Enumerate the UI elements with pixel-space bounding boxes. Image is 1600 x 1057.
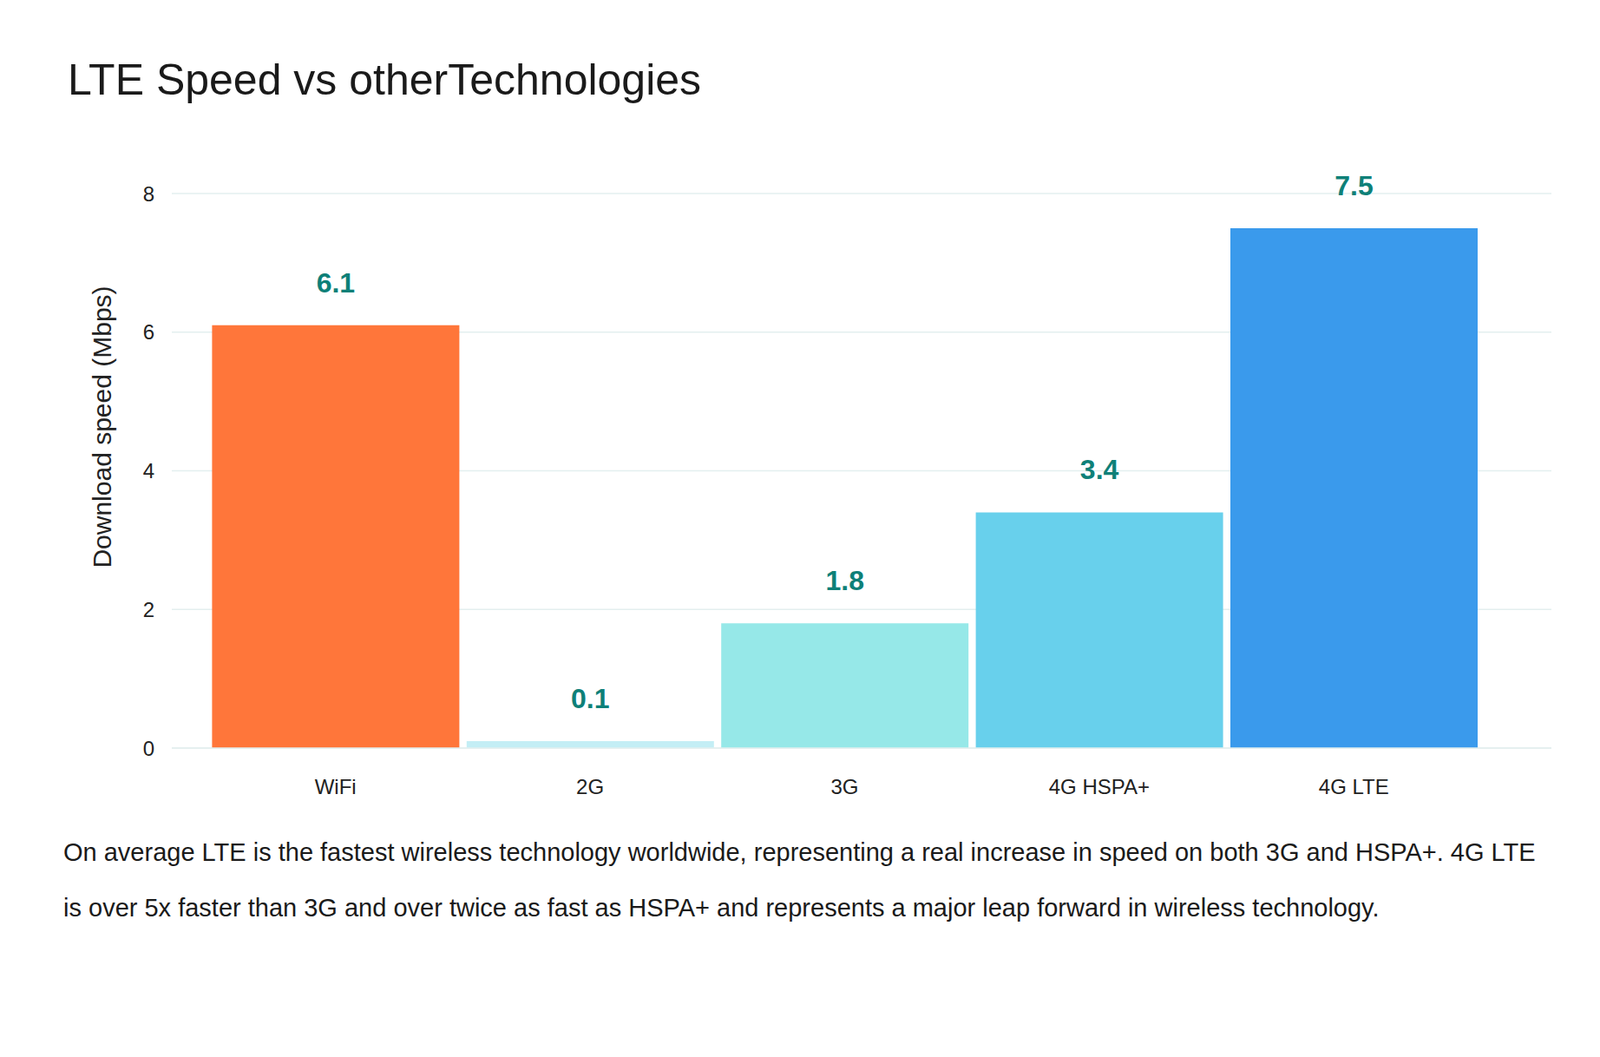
svg-text:0: 0: [143, 736, 155, 761]
svg-text:6: 6: [143, 320, 155, 344]
svg-text:4: 4: [143, 459, 155, 483]
svg-text:3G: 3G: [830, 774, 859, 799]
svg-text:4G LTE: 4G LTE: [1318, 774, 1390, 799]
html-text:On average LTE is the fastest: On average LTE is the fastest wireless t…: [63, 838, 1536, 922]
svg-text:6.1: 6.1: [316, 267, 355, 299]
svg-text:WiFi: WiFi: [314, 774, 357, 799]
html-text:LTE Speed vs otherTechnologies: LTE Speed vs otherTechnologies: [67, 55, 702, 105]
svg-text:2: 2: [143, 597, 155, 622]
svg-text:4G HSPA+: 4G HSPA+: [1049, 774, 1150, 799]
svg-text:7.5: 7.5: [1334, 170, 1373, 202]
html-text:Download speed (Mbps): Download speed (Mbps): [87, 285, 117, 568]
svg-text:0.1: 0.1: [570, 682, 610, 715]
svg-text:8: 8: [143, 182, 155, 206]
svg-text:2G: 2G: [576, 774, 604, 799]
svg-text:3.4: 3.4: [1080, 453, 1120, 486]
svg-text:1.8: 1.8: [825, 564, 864, 597]
